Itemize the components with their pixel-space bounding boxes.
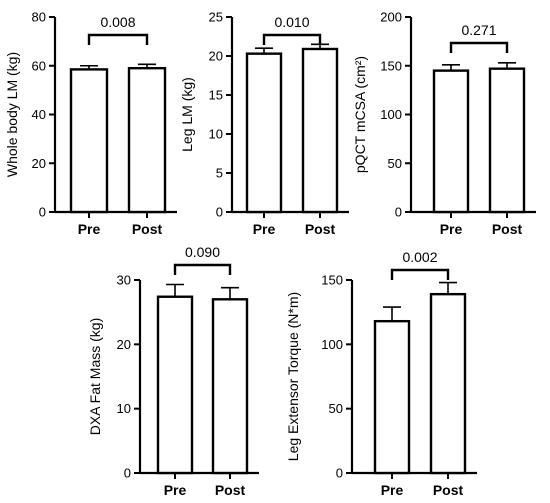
y-tick-label: 50 xyxy=(329,401,343,416)
y-tick-label: 15 xyxy=(209,88,223,103)
chart-panel-5: 0 50 100 150 Pre Post 0.002 Leg Extensor Torque… xyxy=(285,249,477,498)
bar-pre xyxy=(69,68,109,214)
y-axis-label: Leg Extensor Torque (N*m) xyxy=(285,292,301,461)
y-tick-label: 150 xyxy=(380,58,402,73)
p-value-label: 0.002 xyxy=(402,249,437,265)
x-tick-label: Post xyxy=(305,221,336,237)
y-tick-label: 50 xyxy=(388,156,402,171)
chart-panel-2: 0 5 10 15 20 25 Pre Post 0.010 Leg LM (kg) xyxy=(179,10,349,237)
y-tick-label: 200 xyxy=(380,10,402,25)
y-tick-label: 40 xyxy=(32,107,46,122)
y-tick-label: 0 xyxy=(216,205,223,220)
y-tick-label: 10 xyxy=(209,127,223,142)
bar-post xyxy=(127,66,167,214)
x-tick-label: Pre xyxy=(440,221,463,237)
bar-pre xyxy=(245,52,283,214)
p-value-label: 0.010 xyxy=(274,14,309,30)
x-tick-label: Post xyxy=(433,482,464,498)
y-tick-label: 100 xyxy=(321,337,343,352)
y-tick-label: 20 xyxy=(117,337,131,352)
y-tick-label: 30 xyxy=(117,273,131,288)
y-tick-label: 25 xyxy=(209,10,223,25)
y-tick-label: 0 xyxy=(336,466,343,481)
bar-pre xyxy=(156,295,194,475)
bar-pre xyxy=(373,319,411,475)
y-tick-label: 20 xyxy=(209,49,223,64)
y-tick-label: 150 xyxy=(321,273,343,288)
y-tick-label: 60 xyxy=(32,58,46,73)
chart-panel-1: 0 20 40 60 80 Pre Post 0.008 Whole body LM (kg) xyxy=(4,10,177,237)
y-axis-label: DXA Fat Mass (kg) xyxy=(87,318,103,435)
bar-post xyxy=(488,67,526,214)
y-axis-label: Whole body LM (kg) xyxy=(4,52,20,177)
p-value-label: 0.271 xyxy=(461,22,496,38)
y-tick-label: 100 xyxy=(380,107,402,122)
x-tick-label: Pre xyxy=(253,221,276,237)
significance-bracket xyxy=(87,33,149,45)
bar-post xyxy=(301,47,339,214)
x-tick-label: Pre xyxy=(164,482,187,498)
chart-panel-4: 0 10 20 30 Pre Post 0.090 DXA Fat Mass (kg) xyxy=(87,244,259,498)
bar-pre xyxy=(432,69,470,214)
significance-bracket xyxy=(173,263,232,275)
significance-bracket xyxy=(390,268,450,280)
x-tick-label: Pre xyxy=(78,221,101,237)
bar-post xyxy=(429,292,467,475)
x-tick-label: Post xyxy=(132,221,163,237)
y-tick-label: 0 xyxy=(39,205,46,220)
chart-panel-3: 0 50 100 150 200 Pre Post 0.271 pQCT mCSA (cm²) xyxy=(352,10,536,237)
y-tick-label: 0 xyxy=(124,466,131,481)
y-tick-label: 0 xyxy=(395,205,402,220)
p-value-label: 0.008 xyxy=(100,14,135,30)
significance-bracket xyxy=(449,41,509,53)
x-tick-label: Pre xyxy=(381,482,404,498)
x-tick-label: Post xyxy=(215,482,246,498)
x-tick-label: Post xyxy=(492,221,523,237)
significance-bracket xyxy=(262,33,322,45)
y-axis-label: pQCT mCSA (cm²) xyxy=(352,56,368,173)
bar-post xyxy=(211,298,249,475)
y-tick-label: 10 xyxy=(117,401,131,416)
y-axis-label: Leg LM (kg) xyxy=(179,77,195,152)
p-value-label: 0.090 xyxy=(185,244,220,260)
y-tick-label: 5 xyxy=(216,166,223,181)
y-tick-label: 80 xyxy=(32,10,46,25)
y-tick-label: 20 xyxy=(32,156,46,171)
